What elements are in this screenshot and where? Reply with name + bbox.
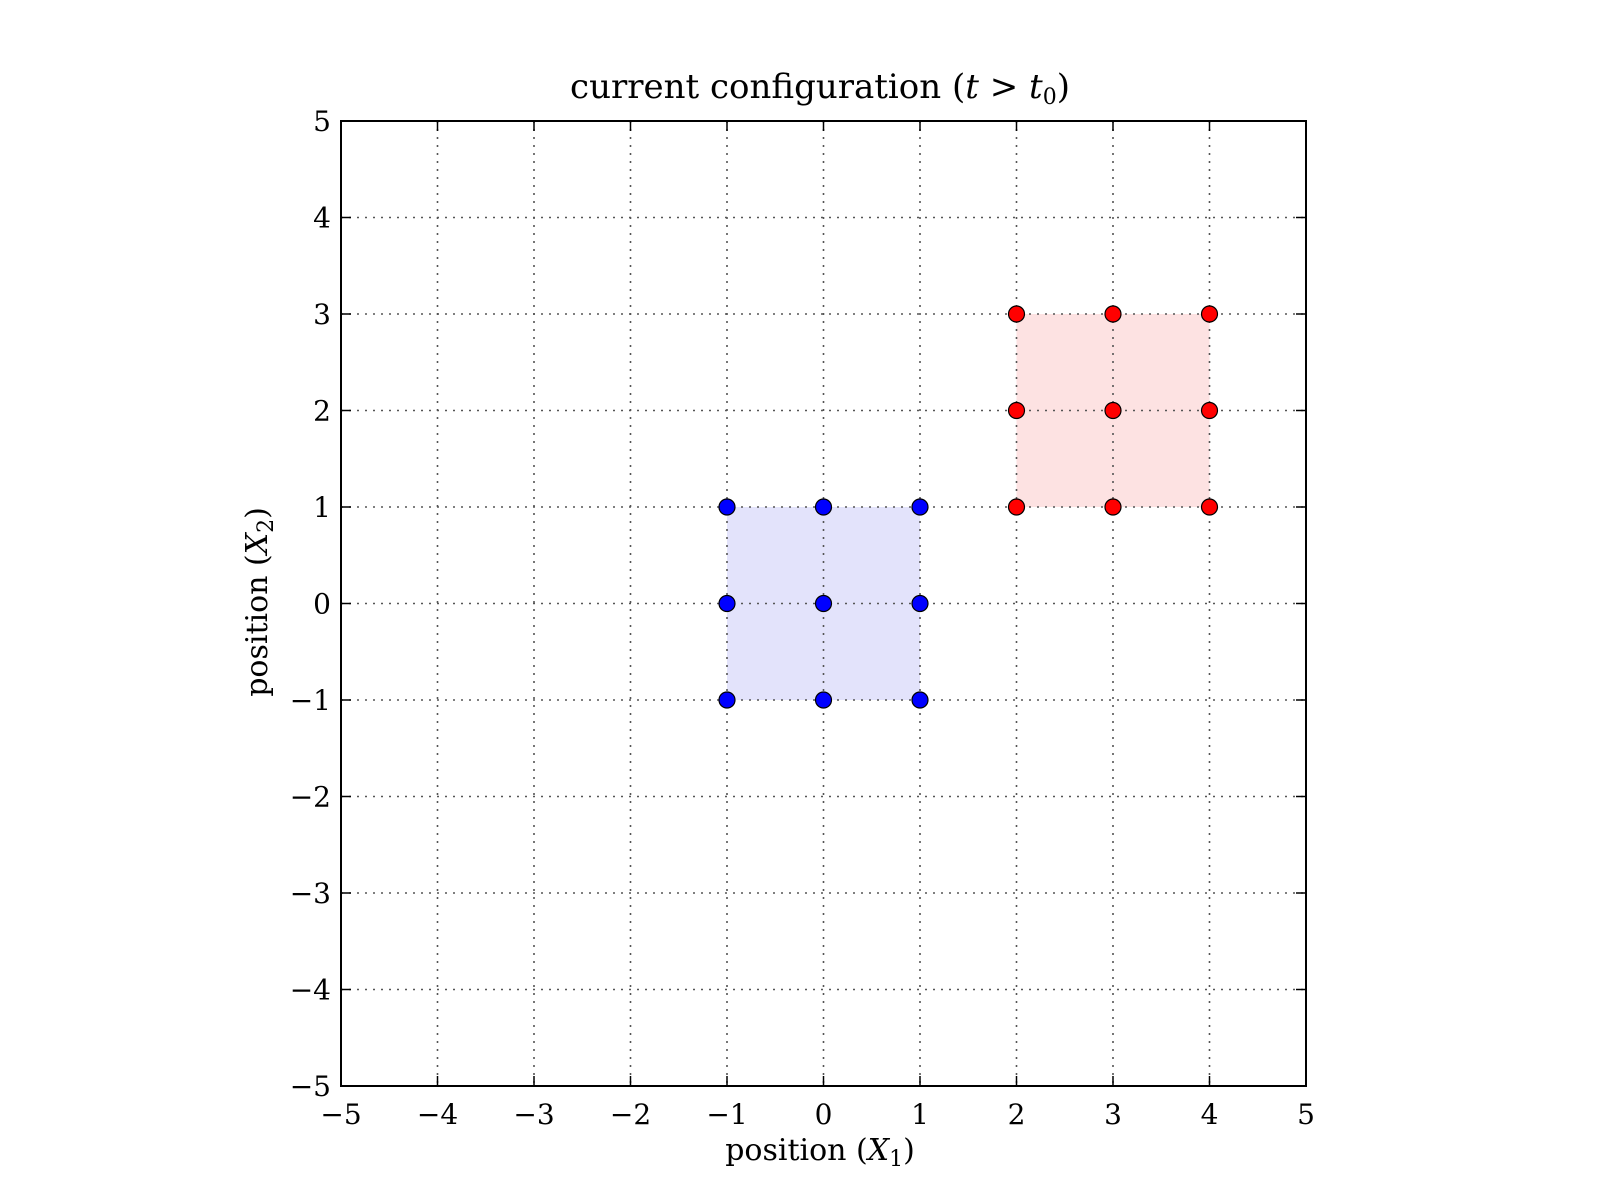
x-tick-label: 5: [1297, 1098, 1315, 1131]
x-tick-label: −4: [417, 1098, 458, 1131]
red-point: [1200, 305, 1219, 323]
blue-point: [814, 498, 833, 516]
chart-title-text: current configuration (: [570, 67, 965, 107]
y-tick-label: 0: [313, 588, 331, 621]
blue-point: [911, 691, 929, 709]
y-tick-label: 2: [313, 395, 331, 428]
chart-title-var: t: [965, 67, 979, 107]
x-tick-label: 2: [1008, 1098, 1026, 1131]
red-point: [1007, 401, 1026, 420]
x-tick-labels: −5 −4 −3 −2 −1 0 1 2 3 4 5: [320, 1098, 1315, 1131]
red-point: [1104, 498, 1122, 516]
red-point: [1007, 498, 1026, 516]
y-tick-label: −5: [290, 1070, 331, 1103]
y-axis-label: position (X2): [240, 507, 279, 697]
red-point: [1007, 305, 1026, 323]
data-points: [718, 305, 1219, 709]
y-tick-labels: −5 −4 −3 −2 −1 0 1 2 3 4 5: [290, 105, 331, 1103]
blue-point: [911, 594, 929, 613]
shaded-regions: [727, 314, 1210, 700]
blue-point: [718, 594, 736, 613]
red-point: [1200, 498, 1219, 516]
chart-title-operator: >: [979, 67, 1029, 107]
y-axis-label-text: position (: [240, 554, 275, 697]
x-tick-label: 0: [815, 1098, 833, 1131]
chart-title-sub: 0: [1043, 85, 1057, 110]
blue-point: [718, 691, 736, 709]
x-tick-label: 3: [1104, 1098, 1122, 1131]
x-tick-label: 1: [911, 1098, 929, 1131]
y-tick-label: 5: [313, 105, 331, 138]
y-tick-label: −1: [290, 684, 331, 717]
x-axis-label-var: X: [866, 1133, 891, 1168]
blue-point: [718, 498, 736, 516]
y-tick-label: 4: [313, 202, 331, 235]
x-axis-label-text: position (: [725, 1133, 868, 1168]
y-tick-label: −3: [290, 877, 331, 910]
blue-point: [814, 594, 833, 613]
x-axis-label-close: ): [903, 1133, 915, 1168]
y-axis-label-var: X: [240, 531, 275, 556]
y-tick-label: −2: [290, 781, 331, 814]
y-tick-label: 3: [313, 298, 331, 331]
red-point: [1104, 305, 1122, 323]
x-axis-label-sub: 1: [889, 1147, 903, 1172]
y-tick-label: −4: [290, 974, 331, 1007]
y-axis-label-sub: 2: [254, 519, 279, 533]
x-tick-label: −3: [513, 1098, 554, 1131]
grid-lines: [341, 121, 1306, 1086]
blue-point: [911, 498, 929, 516]
x-tick-label: −5: [320, 1098, 361, 1131]
y-tick-label: 1: [313, 491, 331, 524]
x-tick-label: −1: [706, 1098, 747, 1131]
red-point: [1104, 401, 1122, 420]
x-tick-label: 4: [1201, 1098, 1219, 1131]
red-point: [1200, 401, 1219, 420]
plot-frame: [340, 120, 1307, 1087]
x-tick-label: −2: [610, 1098, 651, 1131]
blue-point: [814, 691, 833, 709]
chart-title-close: ): [1057, 67, 1070, 107]
chart-title-var2: t: [1029, 67, 1043, 107]
y-axis-label-close: ): [240, 507, 275, 519]
chart-title: current configuration (t > t0): [570, 67, 1070, 110]
x-axis-label: position (X1): [725, 1133, 915, 1172]
